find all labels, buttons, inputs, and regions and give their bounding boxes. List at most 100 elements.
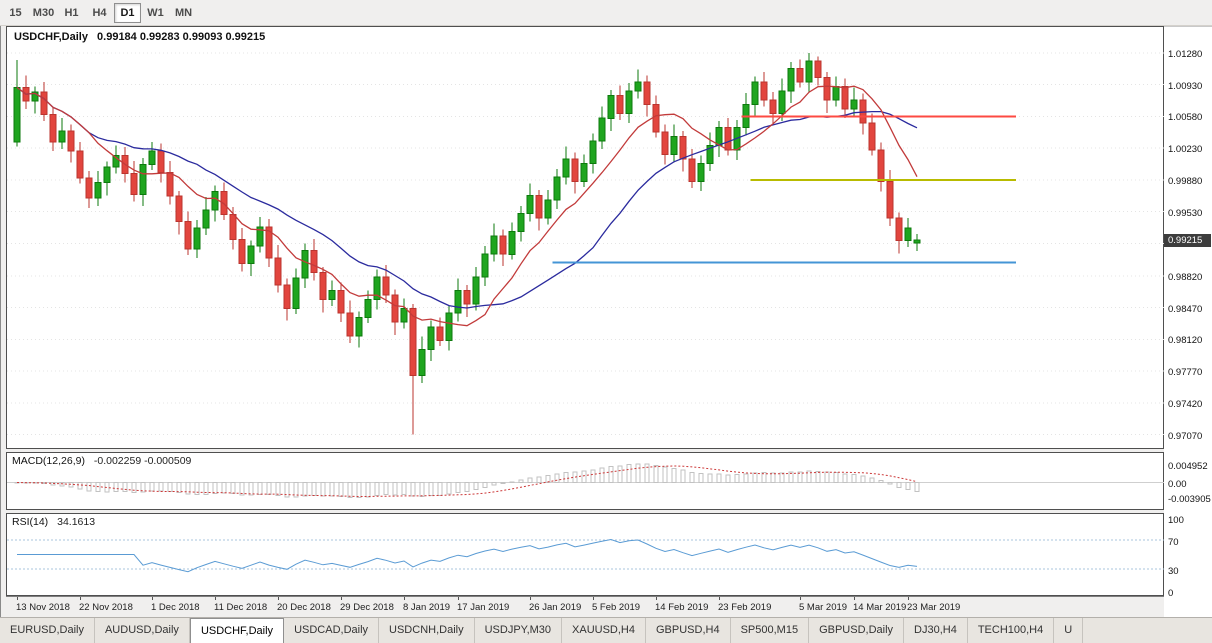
chart-tab-sp500-m15[interactable]: SP500,M15 [731, 618, 810, 643]
price-axis-label: 1.00580 [1168, 112, 1203, 124]
timeframe-button-d1[interactable]: D1 [114, 2, 141, 23]
timeframe-button-h1[interactable]: H1 [64, 6, 79, 19]
candle-down [868, 122, 876, 151]
macd-histogram-bar [248, 482, 254, 496]
candle-up [670, 135, 678, 156]
candlestick-chart[interactable] [7, 27, 1164, 448]
candle-down [346, 312, 354, 337]
chart-tab-usdjpy-m30[interactable]: USDJPY,M30 [475, 618, 563, 643]
macd-histogram-bar [491, 482, 497, 486]
macd-histogram-bar [635, 463, 641, 483]
candle-down [886, 181, 894, 219]
chart-tab-xauusd-h4[interactable]: XAUUSD,H4 [562, 618, 646, 643]
ma-slow-line [16, 86, 918, 309]
macd-histogram-bar [221, 482, 227, 494]
rsi-indicator-chart[interactable] [7, 514, 1164, 595]
macd-histogram-bar [59, 482, 65, 487]
macd-histogram-bar [599, 467, 605, 483]
candle-down [823, 76, 831, 101]
macd-histogram-bar [329, 482, 335, 497]
macd-histogram-bar [590, 469, 596, 483]
date-label: 29 Dec 2018 [340, 602, 394, 613]
candle-up [454, 290, 462, 314]
macd-histogram-bar [392, 482, 398, 496]
macd-indicator-chart[interactable] [7, 453, 1164, 509]
candle-down [661, 131, 669, 156]
macd-panel: MACD(12,26,9) -0.002259 -0.000509 [6, 452, 1164, 510]
rsi-panel: RSI(14) 34.1613 [6, 513, 1164, 596]
candle-down [499, 235, 507, 255]
chart-tab-usdcnh-daily[interactable]: USDCNH,Daily [379, 618, 475, 643]
macd-axis-label: -0.003905 [1168, 493, 1211, 505]
candle-up [544, 199, 552, 219]
candle-up [58, 130, 66, 143]
candle-down [463, 290, 471, 305]
chart-tab-gbpusd-daily[interactable]: GBPUSD,Daily [809, 618, 905, 643]
timeframe-button-w1[interactable]: W1 [147, 6, 164, 19]
macd-histogram-bar [257, 482, 263, 495]
macd-histogram-bar [500, 482, 506, 485]
chart-tab-eurusd-daily[interactable]: EURUSD,Daily [0, 618, 95, 643]
candle-down [229, 213, 237, 241]
timeframe-toolbar: 15 M30 H1 H4 D1 W1 MN [0, 0, 1212, 26]
candle-up [553, 176, 561, 201]
timeframe-button-15[interactable]: 15 [9, 6, 22, 19]
macd-histogram-bar [482, 482, 488, 488]
candle-down [337, 290, 345, 314]
timeframe-button-mn[interactable]: MN [174, 6, 193, 19]
date-axis[interactable]: 13 Nov 2018 22 Nov 2018 1 Dec 2018 11 Dec 2… [6, 596, 1164, 617]
candle-up [598, 117, 606, 142]
candle-down [877, 149, 885, 183]
candle-up [850, 99, 858, 110]
chart-tab-dj30-h4[interactable]: DJ30,H4 [904, 618, 968, 643]
chart-tab-usdchf-daily[interactable]: USDCHF,Daily [189, 618, 285, 643]
date-tick [341, 597, 342, 600]
date-label: 23 Feb 2019 [718, 602, 772, 613]
macd-histogram-bar [446, 482, 452, 495]
candle-up [148, 150, 156, 166]
macd-histogram-bar [302, 482, 308, 497]
candle-up [706, 144, 714, 165]
panel-separator[interactable] [6, 510, 1164, 513]
macd-histogram-bar [212, 482, 218, 494]
rsi-axis-label: 0 [1168, 588, 1174, 599]
chart-window: USDCHF,Daily 0.99184 0.99283 0.99093 0.9… [0, 26, 1212, 617]
macd-histogram-bar [419, 482, 425, 497]
macd-histogram-bar [653, 464, 659, 483]
panel-separator[interactable] [6, 449, 1164, 452]
timeframe-button-m30[interactable]: M30 [32, 6, 55, 19]
price-axis[interactable]: 0.99215 1.01280 1.00930 1.00580 1.00230 0.99… [1164, 26, 1212, 617]
chart-tab-usdcad-daily[interactable]: USDCAD,Daily [284, 618, 380, 643]
candle-down [382, 276, 390, 296]
chart-tab-u[interactable]: U [1054, 618, 1084, 643]
macd-histogram-bar [779, 472, 785, 483]
macd-histogram-bar [284, 482, 290, 498]
macd-histogram-bar [788, 471, 794, 483]
chart-tab-gbpusd-h4[interactable]: GBPUSD,H4 [646, 618, 731, 643]
chart-tab-audusd-daily[interactable]: AUDUSD,Daily [95, 618, 190, 643]
timeframe-button-h4[interactable]: H4 [92, 6, 107, 19]
ma-fast-line [16, 85, 918, 327]
candle-up [202, 209, 210, 229]
candle-down [265, 226, 273, 259]
candle-up [490, 235, 498, 255]
macd-histogram-bar [131, 482, 137, 493]
candle-down [157, 150, 165, 174]
date-tick [152, 597, 153, 600]
macd-histogram-bar [230, 482, 236, 495]
macd-histogram-bar [716, 473, 722, 483]
date-tick [458, 597, 459, 600]
candle-down [67, 130, 75, 152]
price-axis-label: 0.97070 [1168, 430, 1203, 442]
date-label: 13 Nov 2018 [16, 602, 70, 613]
candle-up [778, 90, 786, 115]
date-tick [404, 597, 405, 600]
candle-down [760, 81, 768, 101]
macd-histogram-bar [374, 482, 380, 496]
macd-values: -0.002259 -0.000509 [93, 455, 192, 467]
candle-down [274, 257, 282, 286]
chart-tab-tech100-h4[interactable]: TECH100,H4 [968, 618, 1055, 643]
candle-up [247, 245, 255, 264]
date-tick [278, 597, 279, 600]
date-label: 22 Nov 2018 [79, 602, 133, 613]
